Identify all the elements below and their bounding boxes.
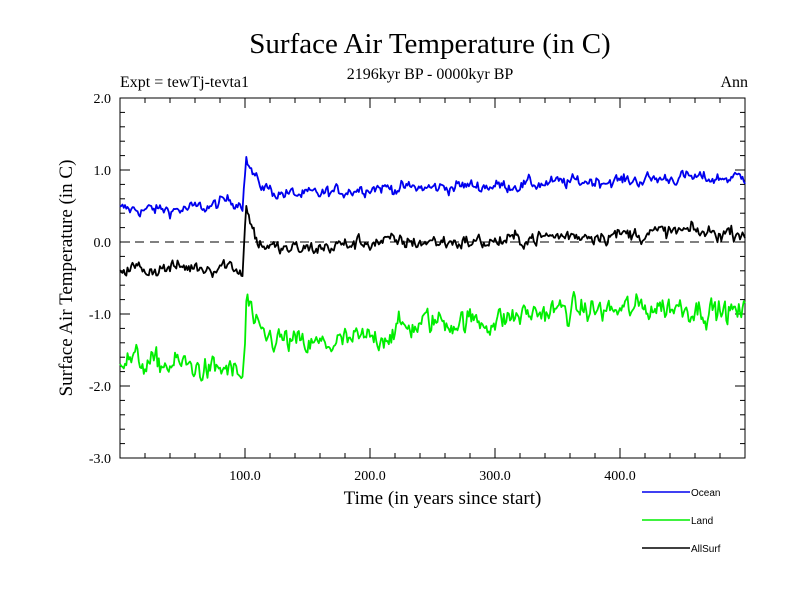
y-tick-label: -1.0 <box>89 308 111 323</box>
y-tick-label: -3.0 <box>89 452 111 467</box>
y-axis-label: Surface Air Temperature (in C) <box>56 160 77 397</box>
series-line-allsurf <box>119 204 746 279</box>
plot-frame <box>119 97 746 459</box>
x-tick-label: 300.0 <box>479 469 511 484</box>
legend-item-land: Land <box>642 516 713 527</box>
series-line-land <box>119 290 746 382</box>
series-line-ocean <box>119 155 746 220</box>
chart-subtitle: 2196kyr BP - 0000kyr BP <box>346 66 514 83</box>
y-tick-label: 1.0 <box>94 164 112 179</box>
period-label: Ann <box>720 74 748 91</box>
x-axis-label: Time (in years since start) <box>344 488 542 509</box>
x-tick-label: 200.0 <box>354 469 386 484</box>
y-tick-label: 2.0 <box>94 92 112 107</box>
legend-label: Land <box>691 516 713 527</box>
legend-label: AllSurf <box>691 544 721 555</box>
y-tick-label: 0.0 <box>94 236 112 251</box>
legend-item-ocean: Ocean <box>642 488 720 499</box>
y-tick-label: -2.0 <box>89 380 111 395</box>
legend-label: Ocean <box>691 488 720 499</box>
x-tick-label: 400.0 <box>604 469 636 484</box>
legend-item-allsurf: AllSurf <box>642 544 721 555</box>
x-tick-label: 100.0 <box>229 469 261 484</box>
experiment-label: Expt = tewTj-tevta1 <box>120 74 249 91</box>
chart-title: Surface Air Temperature (in C) <box>249 28 611 60</box>
